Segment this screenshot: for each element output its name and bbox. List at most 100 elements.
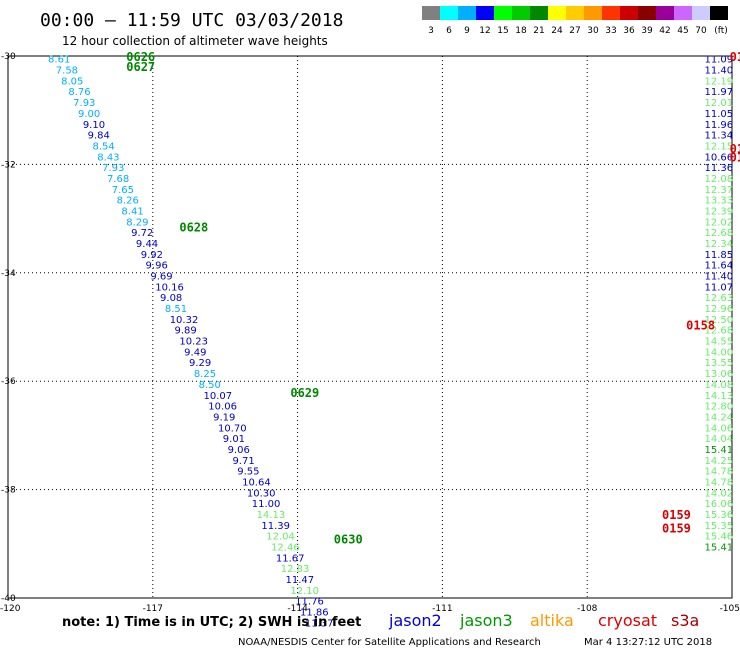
colorbar-swatch xyxy=(422,6,440,20)
wave-height-label: 9.89 xyxy=(175,326,197,337)
wave-height-label: 7.65 xyxy=(112,185,134,196)
wave-height-label: 11.67 xyxy=(276,553,305,564)
wave-height-label: 9.44 xyxy=(136,239,158,250)
pass-time-label: 0158 xyxy=(686,318,715,332)
wave-height-label: 9.19 xyxy=(213,412,235,423)
satellite-legend-s3a: s3a xyxy=(671,611,699,630)
wave-height-label: 15.41 xyxy=(704,543,733,554)
pass-time-label: 0157 xyxy=(730,150,740,164)
wave-height-label: 10.32 xyxy=(170,315,199,326)
wave-height-label: 15.46 xyxy=(704,532,733,543)
colorbar-swatch xyxy=(656,6,674,20)
note-text: note: 1) Time is in UTC; 2) SWH is in fe… xyxy=(62,615,361,630)
wave-height-label: 11.40 xyxy=(704,272,733,283)
colorbar-swatch xyxy=(638,6,656,20)
colorbar-label: 24 xyxy=(551,26,563,36)
colorbar-label: 15 xyxy=(497,26,508,36)
wave-height-label: 13.55 xyxy=(704,358,733,369)
wave-height-label: 11.76 xyxy=(295,597,324,608)
x-tick-label: -114 xyxy=(287,604,308,614)
wave-height-label: 12.34 xyxy=(704,239,733,250)
wave-height-label: 12.19 xyxy=(704,76,733,87)
pass-time-label: 0159 xyxy=(662,508,691,522)
footer-credit: NOAA/NESDIS Center for Satellite Applica… xyxy=(238,637,541,648)
wave-height-label: 14.25 xyxy=(704,456,733,467)
wave-height-label: 13.06 xyxy=(704,369,733,380)
colorbar-swatch xyxy=(440,6,458,20)
wave-height-label: 11.47 xyxy=(286,575,315,586)
wave-height-label: 11.96 xyxy=(704,120,733,131)
wave-height-label: 9.84 xyxy=(88,131,110,142)
wave-height-label: 9.71 xyxy=(232,456,254,467)
y-tick-label: -38 xyxy=(1,486,16,496)
wave-height-label: 12.83 xyxy=(281,564,310,575)
wave-height-label: 10.06 xyxy=(208,402,237,413)
colorbar-label: 70 xyxy=(695,26,707,36)
wave-height-label: 14.55 xyxy=(704,337,733,348)
wave-height-label: 12.68 xyxy=(704,228,733,239)
wave-height-label: 14.13 xyxy=(704,391,733,402)
wave-height-label: 8.54 xyxy=(92,141,114,152)
wave-height-label: 7.68 xyxy=(107,174,129,185)
wave-height-label: 14.06 xyxy=(704,423,733,434)
colorbar-swatch xyxy=(566,6,584,20)
wave-height-label: 15.36 xyxy=(704,510,733,521)
colorbar-label: 27 xyxy=(569,26,580,36)
colorbar-swatch xyxy=(494,6,512,20)
pass-time-label: 0626 xyxy=(126,50,155,64)
wave-height-label: 8.29 xyxy=(126,217,148,228)
wave-height-label: 15.41 xyxy=(704,445,733,456)
satellite-legend-cryosat: cryosat xyxy=(598,611,657,630)
wave-height-label: 8.26 xyxy=(117,196,139,207)
pass-time-label: 0627 xyxy=(126,60,155,74)
wave-height-label: 10.07 xyxy=(203,391,232,402)
wave-height-label: 12.46 xyxy=(271,543,300,554)
wave-height-label: 10.64 xyxy=(242,477,271,488)
satellite-legend-jason2: jason2 xyxy=(388,611,442,630)
colorbar-label: 30 xyxy=(587,26,599,36)
colorbar-label: 42 xyxy=(659,26,670,36)
wave-height-label: 8.05 xyxy=(61,76,83,87)
wave-height-label: 9.72 xyxy=(131,228,153,239)
wave-height-label: 8.25 xyxy=(194,369,216,380)
chart-title: 00:00 – 11:59 UTC 03/03/2018 xyxy=(40,10,343,31)
y-tick-label: -32 xyxy=(1,160,16,170)
wave-height-label: 11.40 xyxy=(704,66,733,77)
wave-height-label: 8.50 xyxy=(199,380,221,391)
pass-time-label: 01 xyxy=(730,50,740,64)
wave-height-label: 11.36 xyxy=(704,163,733,174)
plot-frame xyxy=(7,55,733,599)
wave-height-label: 12.02 xyxy=(704,217,733,228)
wave-height-label: 10.16 xyxy=(155,282,184,293)
colorbar-label: 21 xyxy=(533,26,544,36)
wave-height-label: 11.86 xyxy=(300,608,329,619)
colorbar-label: 12 xyxy=(479,26,490,36)
wave-height-label: 8.41 xyxy=(121,206,143,217)
pass-time-label: 0159 xyxy=(662,522,691,536)
wave-height-label: 13.33 xyxy=(704,196,733,207)
wave-height-label: 11.39 xyxy=(261,521,290,532)
wave-height-label: 7.93 xyxy=(102,163,124,174)
wave-height-label: 12.39 xyxy=(704,206,733,217)
chart-subtitle: 12 hour collection of altimeter wave hei… xyxy=(62,34,328,48)
wave-height-label: 9.49 xyxy=(184,347,206,358)
colorbar-label: 45 xyxy=(677,26,688,36)
colorbar-swatch xyxy=(674,6,692,20)
colorbar-swatch xyxy=(512,6,530,20)
wave-height-label: 11.09 xyxy=(704,55,733,66)
wave-height-label: 10.70 xyxy=(218,423,247,434)
colorbar-label: 9 xyxy=(464,26,470,36)
wave-height-label: 12.01 xyxy=(704,98,733,109)
colorbar-swatch xyxy=(620,6,638,20)
colorbar-swatch xyxy=(458,6,476,20)
y-tick-label: -34 xyxy=(1,269,16,279)
colorbar-label: 6 xyxy=(446,26,452,36)
wave-height-label: 9.06 xyxy=(228,445,250,456)
colorbar-swatch xyxy=(710,6,728,20)
colorbar-label: 36 xyxy=(623,26,635,36)
satellite-legend: jason2 jason3 altika cryosat s3a xyxy=(388,611,699,630)
wave-height-label: 7.93 xyxy=(73,98,95,109)
wave-height-label: 9.69 xyxy=(150,272,172,283)
wave-height-label: 15.35 xyxy=(704,521,733,532)
wave-height-label: 14.08 xyxy=(704,380,733,391)
